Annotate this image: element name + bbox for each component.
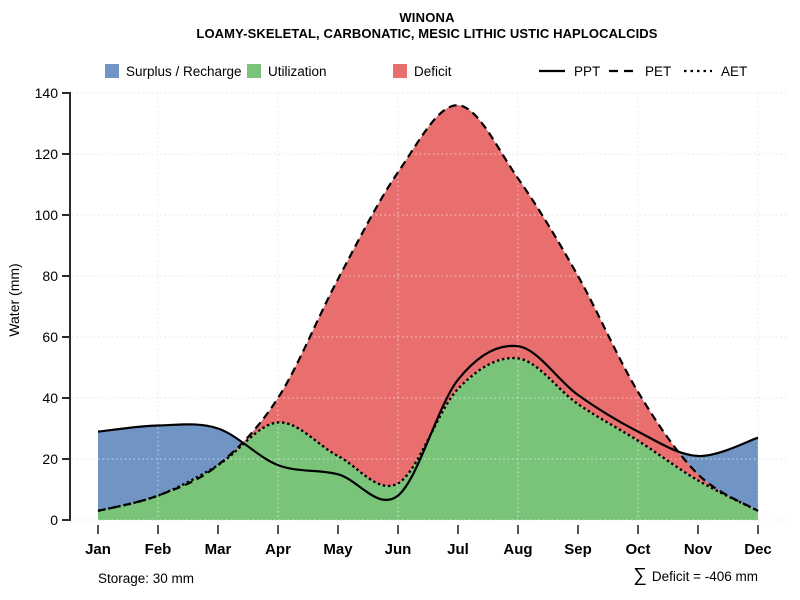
y-tick-labels: 0 20 40 60 80 100 120 140 [35, 85, 59, 528]
svg-text:0: 0 [50, 512, 58, 528]
legend-item-deficit: Deficit [393, 63, 452, 79]
svg-text:60: 60 [42, 329, 58, 345]
svg-text:Aug: Aug [503, 541, 532, 558]
svg-text:Jun: Jun [385, 541, 412, 558]
legend-label-surplus: Surplus / Recharge [126, 63, 242, 79]
deficit-area [98, 105, 758, 511]
deficit-swatch-icon [393, 64, 407, 78]
legend-label-deficit: Deficit [414, 63, 452, 79]
y-axis-label: Water (mm) [6, 263, 22, 337]
svg-text:20: 20 [42, 451, 58, 467]
chart-subtitle: LOAMY-SKELETAL, CARBONATIC, MESIC LITHIC… [196, 26, 658, 41]
legend-item-surplus: Surplus / Recharge [105, 63, 242, 79]
chart-title: WINONA [399, 10, 455, 25]
svg-text:May: May [323, 541, 353, 558]
svg-text:40: 40 [42, 390, 58, 406]
svg-text:Apr: Apr [265, 541, 291, 558]
svg-text:Feb: Feb [145, 541, 172, 558]
svg-text:Dec: Dec [744, 541, 772, 558]
svg-text:80: 80 [42, 268, 58, 284]
deficit-note-text: Deficit = -406 mm [651, 568, 758, 584]
dashed-line-icon [609, 69, 636, 73]
legend-label-utilization: Utilization [268, 63, 327, 79]
deficit-note: ∑ Deficit = -406 mm [633, 565, 758, 587]
svg-text:140: 140 [35, 85, 59, 101]
svg-text:Jul: Jul [447, 541, 469, 558]
aet-line [97, 356, 759, 513]
sigma-symbol: ∑ [633, 565, 647, 586]
svg-text:120: 120 [35, 146, 59, 162]
storage-note: Storage: 30 mm [98, 571, 195, 586]
x-tick-labels: Jan Feb Mar Apr May Jun Jul Aug Sep Oct Nov Dec [85, 541, 772, 558]
legend-item-pet: PET [609, 63, 671, 79]
gridline-overlay [72, 92, 788, 521]
legend-item-utilization: Utilization [247, 63, 327, 79]
svg-text:Jan: Jan [85, 541, 111, 558]
svg-text:Sep: Sep [564, 541, 592, 558]
legend-label-ppt: PPT [574, 63, 601, 79]
legend-label-aet: AET [721, 63, 748, 79]
svg-text:100: 100 [35, 207, 59, 223]
svg-text:Nov: Nov [684, 541, 713, 558]
y-axis [62, 92, 71, 521]
svg-text:Mar: Mar [205, 541, 232, 558]
surplus-swatch-icon [105, 64, 119, 78]
utilization-swatch-icon [247, 64, 261, 78]
svg-text:Oct: Oct [625, 541, 650, 558]
x-axis-ticks [97, 525, 759, 534]
legend-label-pet: PET [645, 63, 672, 79]
dotted-line-icon [684, 69, 712, 73]
legend-item-aet: AET [684, 63, 747, 79]
legend-item-ppt: PPT [539, 63, 600, 79]
utilization-area [98, 358, 758, 520]
ppt-line [97, 344, 759, 502]
solid-line-icon [539, 69, 565, 73]
